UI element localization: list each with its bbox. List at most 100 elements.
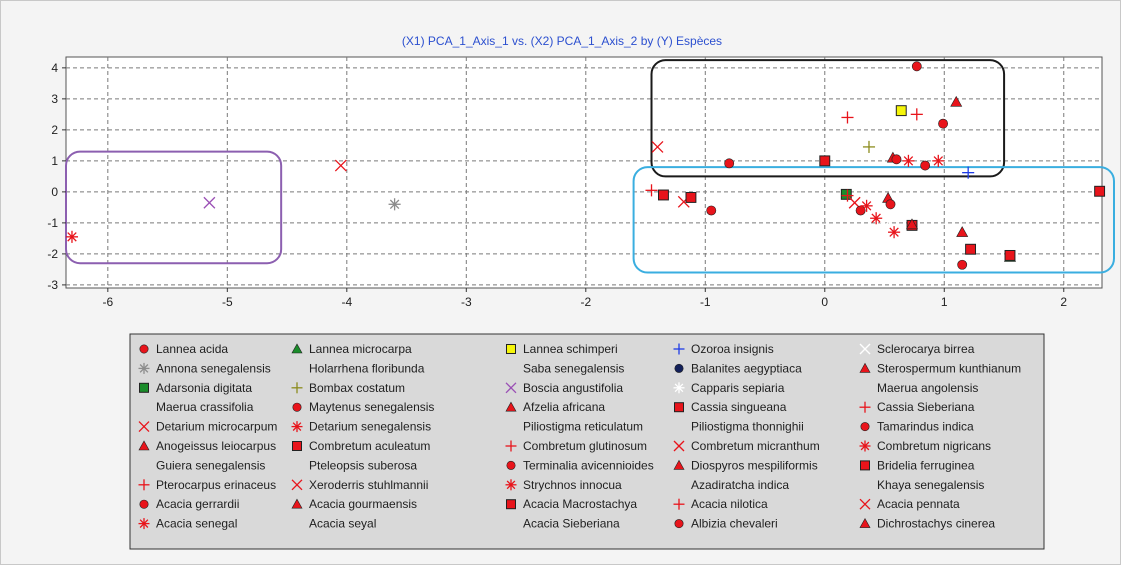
legend-entry: Diospyros mespiliformis xyxy=(673,458,818,472)
legend-label: Acacia pennata xyxy=(877,497,960,511)
legend-label: Saba senegalensis xyxy=(523,361,624,375)
legend-label: Holarrhena floribunda xyxy=(309,361,425,375)
x-tick-label: -5 xyxy=(222,295,233,309)
data-point xyxy=(840,188,852,200)
marker-square xyxy=(506,344,516,354)
y-tick-label: 2 xyxy=(51,123,58,137)
legend-label: Sterospermum kunthianum xyxy=(877,361,1021,375)
highlight-box-purple-group xyxy=(65,150,283,265)
legend-entry: Sterospermum kunthianum xyxy=(859,361,1021,375)
data-points xyxy=(65,61,1106,270)
data-point xyxy=(685,192,697,203)
legend-entry: Ozoroa insignis xyxy=(673,342,774,356)
legend-label: Anogeissus leiocarpus xyxy=(156,439,276,453)
y-tick-label: 1 xyxy=(51,154,58,168)
highlight-box-cyan-group xyxy=(632,166,1116,274)
legend-entry: Holarrhena floribunda xyxy=(309,361,425,375)
marker-star xyxy=(138,518,150,530)
marker-x xyxy=(138,421,150,433)
marker-circle xyxy=(292,402,302,412)
legend-entry: Terminalia avicennioides xyxy=(506,458,654,472)
legend-label: Ozoroa insignis xyxy=(691,342,774,356)
legend-entry: Cassia singueana xyxy=(674,400,787,414)
highlight-box-black-group xyxy=(650,59,1006,178)
legend-entry: Strychnos innocua xyxy=(505,478,622,492)
y-tick-label: -3 xyxy=(47,278,58,292)
marker-triangle xyxy=(138,440,150,451)
legend-entry: Pterocarpus erinaceus xyxy=(138,478,276,492)
marker-square xyxy=(860,460,870,471)
marker-triangle xyxy=(291,498,303,509)
legend-label: Pteleopsis suberosa xyxy=(309,458,417,472)
x-tick-label: -4 xyxy=(341,295,352,309)
legend-entry: Detarium senegalensis xyxy=(291,420,431,434)
legend-entry: Xeroderris stuhlmannii xyxy=(291,478,428,492)
legend-label: Detarium microcarpum xyxy=(156,420,277,434)
legend-entry: Albizia chevaleri xyxy=(674,517,778,531)
legend-label: Pterocarpus erinaceus xyxy=(156,478,276,492)
data-point xyxy=(862,140,876,153)
legend-entry: Khaya senegalensis xyxy=(877,478,984,492)
legend-label: Guiera senegalensis xyxy=(156,458,265,472)
data-point xyxy=(651,140,664,153)
legend-entry: Pteleopsis suberosa xyxy=(309,458,417,472)
data-point xyxy=(957,259,968,270)
marker-star xyxy=(291,421,303,433)
legend-label: Bridelia ferruginea xyxy=(877,458,975,472)
legend-entry: Boscia angustifolia xyxy=(505,381,623,395)
marker-square xyxy=(674,402,684,413)
legend-entry: Sclerocarya birrea xyxy=(859,342,975,356)
marker-star xyxy=(859,440,871,452)
legend-label: Albizia chevaleri xyxy=(691,517,778,531)
legend-entry: Acacia gourmaensis xyxy=(291,497,417,511)
data-point xyxy=(891,154,902,165)
marker-circle xyxy=(674,363,684,373)
legend-entry: Lannea acida xyxy=(139,342,228,356)
marker-square xyxy=(139,382,149,393)
legend-label: Acacia Macrostachya xyxy=(523,497,637,511)
data-point xyxy=(706,205,717,216)
legend-entry: Piliostigma reticulatum xyxy=(523,420,643,434)
marker-circle xyxy=(139,499,149,509)
legend-label: Capparis sepiaria xyxy=(691,381,785,395)
data-point xyxy=(885,199,896,210)
data-point xyxy=(645,184,658,197)
legend-entry: Acacia seyal xyxy=(309,517,376,531)
legend-entry: Cassia Sieberiana xyxy=(859,400,975,414)
legend-entry: Anogeissus leiocarpus xyxy=(138,439,276,453)
legend-label: Cassia Sieberiana xyxy=(877,400,975,414)
legend-label: Terminalia avicennioides xyxy=(523,458,654,472)
axis-ticks: -6 -5 -4 -3 -2 -1 0 1 2 4 3 2 1 0 -1 -2 -3 xyxy=(47,61,1067,309)
legend-entry: Maerua crassifolia xyxy=(156,400,254,414)
legend-label: Piliostigma thonnighii xyxy=(691,420,804,434)
data-point xyxy=(938,118,948,129)
data-point xyxy=(905,218,919,230)
legend-entry: Saba senegalensis xyxy=(523,361,624,375)
y-tick-label: 3 xyxy=(51,92,58,106)
legend-label: Maytenus senegalensis xyxy=(309,400,434,414)
legend-label: Acacia seyal xyxy=(309,517,376,531)
data-point xyxy=(878,219,891,233)
x-tick-label: 0 xyxy=(821,295,828,309)
legend-entry: Bombax costatum xyxy=(291,381,405,395)
legend-label: Azadiratcha indica xyxy=(691,478,789,492)
data-point xyxy=(203,196,216,209)
legend-entry: Balanites aegyptiaca xyxy=(674,361,802,375)
data-point xyxy=(965,243,977,255)
data-point xyxy=(902,154,915,167)
marker-x xyxy=(505,382,517,394)
highlight-boxes xyxy=(65,59,1116,274)
legend-label: Acacia gerrardii xyxy=(156,497,239,511)
legend-label: Piliostigma reticulatum xyxy=(523,420,643,434)
x-tick-label: -1 xyxy=(700,295,711,309)
legend-entry: Guiera senegalensis xyxy=(156,458,265,472)
legend-label: Bombax costatum xyxy=(309,381,405,395)
legend-label: Tamarindus indica xyxy=(877,420,974,434)
legend-entry: Maytenus senegalensis xyxy=(292,400,434,414)
data-point xyxy=(895,105,907,117)
marker-circle xyxy=(674,519,684,529)
legend-label: Lannea microcarpa xyxy=(309,342,412,356)
marker-x xyxy=(291,479,303,491)
legend-label: Combretum nigricans xyxy=(877,439,991,453)
marker-triangle xyxy=(505,401,517,412)
